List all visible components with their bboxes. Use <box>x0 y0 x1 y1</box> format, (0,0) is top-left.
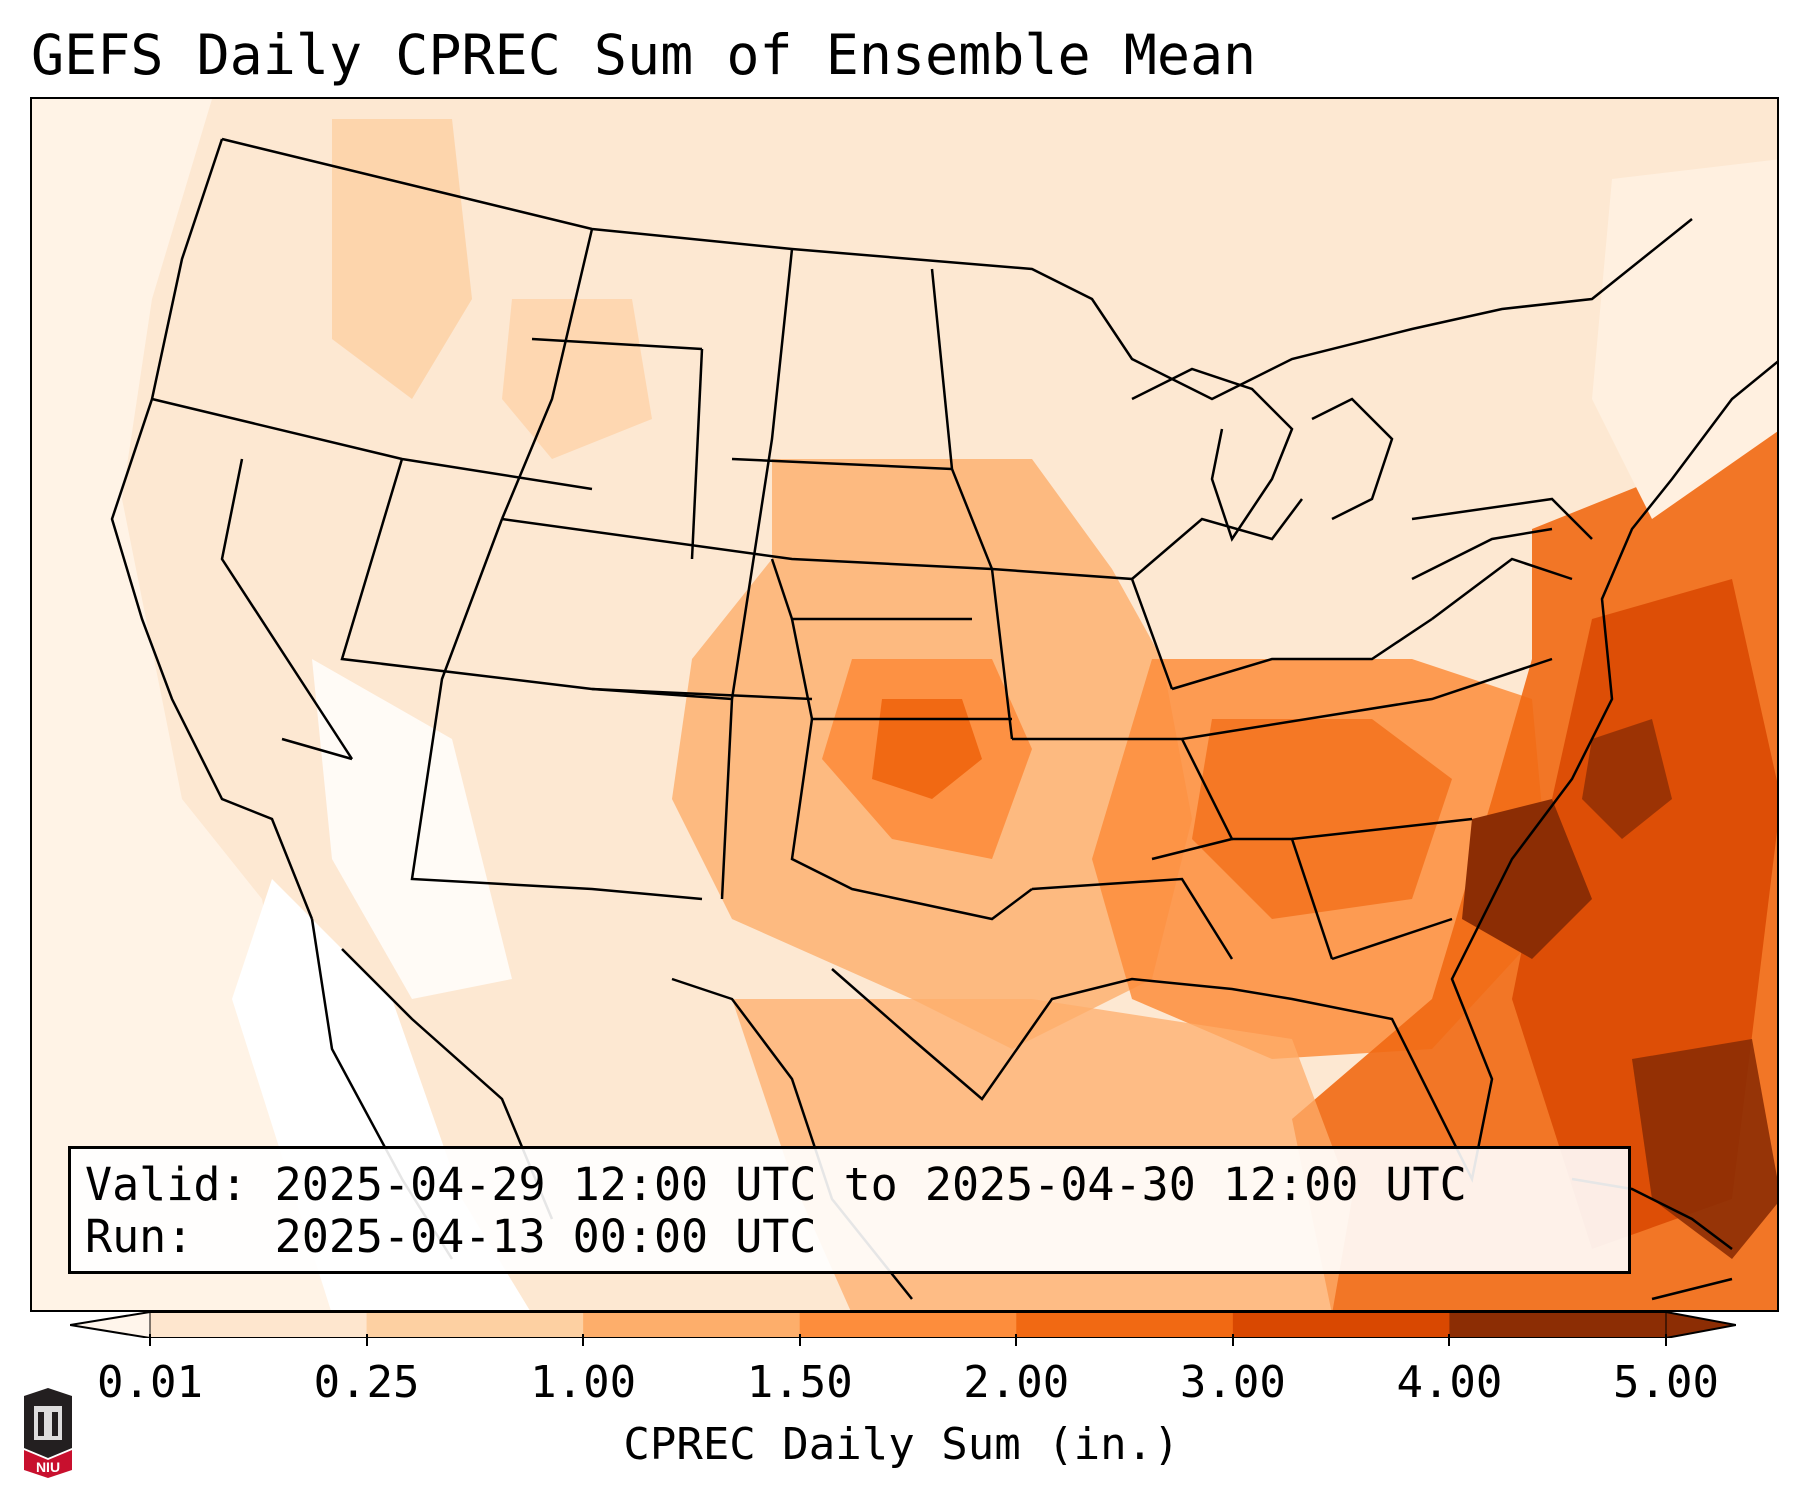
colorbar-tick-label: 4.00 <box>1396 1357 1503 1408</box>
validity-info-box: Valid: 2025-04-29 12:00 UTC to 2025-04-3… <box>68 1146 1631 1274</box>
colorbar-extend-low <box>70 1312 151 1338</box>
colorbar-tick <box>365 1334 368 1346</box>
colorbar-label: CPREC Daily Sum (in.) <box>623 1419 1180 1470</box>
chart-title: GEFS Daily CPREC Sum of Ensemble Mean <box>31 23 1257 87</box>
valid-time-text: Valid: 2025-04-29 12:00 UTC to 2025-04-3… <box>85 1158 1467 1211</box>
colorbar-tick-label: 0.01 <box>97 1357 203 1408</box>
colorbar-segment <box>366 1312 584 1338</box>
colorbar-segment <box>1449 1312 1667 1338</box>
colorbar-tick <box>149 1334 151 1346</box>
niu-logo-icon: NIU <box>24 1388 72 1478</box>
colorbar-tick <box>1015 1334 1018 1346</box>
colorbar-tick <box>1231 1334 1234 1346</box>
colorbar-extend-high <box>1665 1312 1736 1338</box>
colorbar-segment <box>1232 1312 1450 1338</box>
map-panel <box>30 97 1779 1312</box>
colorbar-segment <box>150 1312 368 1338</box>
precipitation-map <box>32 99 1777 1310</box>
svg-text:NIU: NIU <box>36 1459 60 1475</box>
colorbar-tick-label: 1.00 <box>530 1357 637 1408</box>
run-time-text: Run: 2025-04-13 00:00 UTC <box>85 1210 817 1263</box>
colorbar-segment <box>583 1312 801 1338</box>
colorbar-segment <box>799 1312 1017 1338</box>
colorbar-tick <box>1448 1334 1451 1346</box>
colorbar-tick-label: 0.25 <box>313 1357 420 1408</box>
colorbar-tick-label: 1.50 <box>746 1357 853 1408</box>
colorbar-tick <box>798 1334 801 1346</box>
colorbar-tick-label: 2.00 <box>963 1357 1070 1408</box>
colorbar-segment <box>1016 1312 1234 1338</box>
colorbar <box>70 1312 1736 1338</box>
colorbar-tick <box>582 1334 585 1346</box>
colorbar-tick-label: 5.00 <box>1613 1357 1719 1408</box>
colorbar-tick <box>1665 1334 1667 1346</box>
colorbar-tick-label: 3.00 <box>1179 1357 1286 1408</box>
